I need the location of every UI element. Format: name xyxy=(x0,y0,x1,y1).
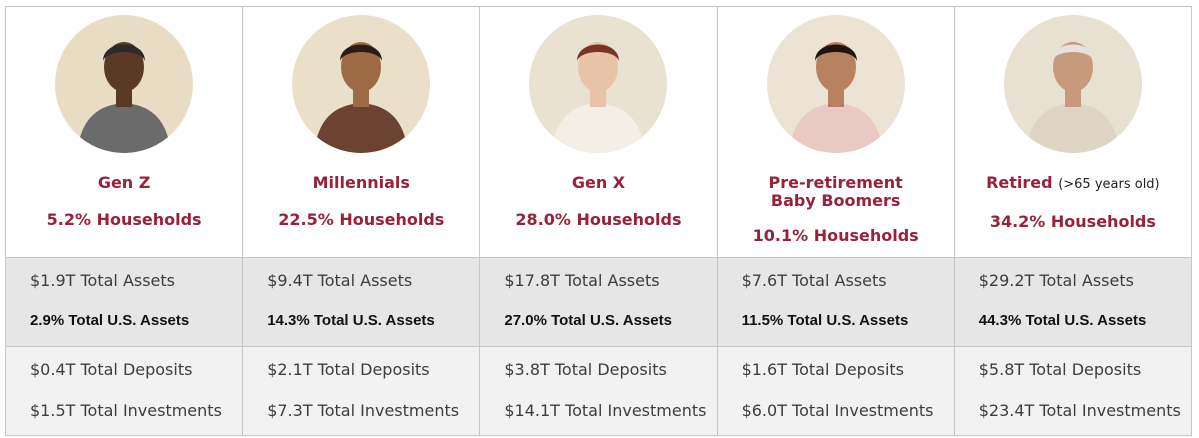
person-hair xyxy=(1051,44,1094,61)
person-face xyxy=(341,42,382,92)
person-hair xyxy=(814,44,857,61)
portrait-illustration xyxy=(529,15,668,153)
us-assets-share: 44.3% Total U.S. Assets xyxy=(978,312,1147,329)
person-neck xyxy=(590,87,607,107)
person-torso xyxy=(788,103,883,153)
baby-boomers-households: 10.1% Households xyxy=(752,226,919,245)
person-torso xyxy=(77,103,172,153)
gen-x-assets-cell: $17.8T Total Assets 27.0% Total U.S. Ass… xyxy=(479,257,718,347)
total-investments: $1.5T Total Investments xyxy=(30,401,222,420)
gen-z-photo xyxy=(55,15,194,153)
baby-boomers-name: Pre-retirement Baby Boomers xyxy=(718,174,954,210)
baby-boomers-header: Pre-retirement Baby Boomers 10.1% Househ… xyxy=(716,6,955,258)
millennials-photo xyxy=(292,15,431,153)
millennials-name: Millennials xyxy=(243,174,479,192)
total-investments: $6.0T Total Investments xyxy=(741,401,934,420)
person-neck xyxy=(1064,87,1081,107)
person-hair xyxy=(577,44,620,61)
baby-boomers-flows-cell: $1.6T Total Deposits $6.0T Total Investm… xyxy=(716,346,955,436)
gen-z-households: 5.2% Households xyxy=(46,210,202,229)
person-face xyxy=(104,42,145,92)
total-investments: $7.3T Total Investments xyxy=(267,401,460,420)
retired-flows-cell: $5.8T Total Deposits $23.4T Total Invest… xyxy=(953,346,1193,436)
person-hair xyxy=(340,44,383,61)
total-deposits: $2.1T Total Deposits xyxy=(267,360,430,379)
person-torso xyxy=(1025,103,1120,153)
total-assets: $29.2T Total Assets xyxy=(978,271,1134,290)
portrait-illustration xyxy=(292,15,431,153)
person-torso xyxy=(314,103,409,153)
person-face xyxy=(1052,42,1093,92)
person-neck xyxy=(116,87,133,107)
person-hair xyxy=(103,44,146,61)
gen-x-households: 28.0% Households xyxy=(515,210,682,229)
baby-boomers-assets-cell: $7.6T Total Assets 11.5% Total U.S. Asse… xyxy=(716,257,955,347)
gen-z-name: Gen Z xyxy=(6,174,242,192)
assets-row: $1.9T Total Assets 2.9% Total U.S. Asset… xyxy=(4,257,1193,347)
deposits-investments-row: $0.4T Total Deposits $1.5T Total Investm… xyxy=(4,346,1193,436)
gen-x-header: Gen X 28.0% Households xyxy=(479,6,718,258)
total-investments: $23.4T Total Investments xyxy=(978,401,1181,420)
total-assets: $7.6T Total Assets xyxy=(741,271,887,290)
generation-title-line2: Baby Boomers xyxy=(770,191,901,210)
retired-photo xyxy=(1003,15,1142,153)
generations-table: Gen Z 5.2% Households Millennials 22.5% … xyxy=(4,6,1193,436)
millennials-households: 22.5% Households xyxy=(278,210,445,229)
retired-assets-cell: $29.2T Total Assets 44.3% Total U.S. Ass… xyxy=(953,257,1193,347)
header-row: Gen Z 5.2% Households Millennials 22.5% … xyxy=(4,6,1193,258)
person-neck xyxy=(353,87,370,107)
gen-z-header: Gen Z 5.2% Households xyxy=(4,6,244,258)
total-deposits: $1.6T Total Deposits xyxy=(741,360,904,379)
total-assets: $17.8T Total Assets xyxy=(504,271,660,290)
generation-title: Millennials xyxy=(312,173,410,192)
gen-x-name: Gen X xyxy=(480,174,716,192)
gen-z-assets-cell: $1.9T Total Assets 2.9% Total U.S. Asset… xyxy=(4,257,244,347)
retired-name: Retired (>65 years old) xyxy=(955,174,1191,194)
millennials-assets-cell: $9.4T Total Assets 14.3% Total U.S. Asse… xyxy=(242,257,481,347)
total-assets: $9.4T Total Assets xyxy=(267,271,413,290)
millennials-flows-cell: $2.1T Total Deposits $7.3T Total Investm… xyxy=(242,346,481,436)
generation-title: Gen X xyxy=(571,173,626,192)
total-investments: $14.1T Total Investments xyxy=(504,401,707,420)
baby-boomers-photo xyxy=(766,15,905,153)
portrait-illustration xyxy=(766,15,905,153)
total-deposits: $0.4T Total Deposits xyxy=(30,360,193,379)
portrait-illustration xyxy=(55,15,194,153)
gen-z-flows-cell: $0.4T Total Deposits $1.5T Total Investm… xyxy=(4,346,244,436)
retired-households: 34.2% Households xyxy=(989,212,1156,231)
us-assets-share: 11.5% Total U.S. Assets xyxy=(741,312,909,329)
person-face xyxy=(815,42,856,92)
generation-title: Pre-retirement xyxy=(768,173,903,192)
us-assets-share: 14.3% Total U.S. Assets xyxy=(267,312,435,329)
total-deposits: $5.8T Total Deposits xyxy=(978,360,1142,379)
total-assets: $1.9T Total Assets xyxy=(30,271,176,290)
millennials-header: Millennials 22.5% Households xyxy=(242,6,481,258)
generation-title: Gen Z xyxy=(97,173,151,192)
person-neck xyxy=(827,87,844,107)
portrait-illustration xyxy=(1003,15,1142,153)
us-assets-share: 2.9% Total U.S. Assets xyxy=(30,312,190,329)
total-deposits: $3.8T Total Deposits xyxy=(504,360,667,379)
gen-x-flows-cell: $3.8T Total Deposits $14.1T Total Invest… xyxy=(479,346,718,436)
us-assets-share: 27.0% Total U.S. Assets xyxy=(504,312,672,329)
retired-header: Retired (>65 years old) 34.2% Households xyxy=(953,6,1193,258)
person-torso xyxy=(551,103,646,153)
person-face xyxy=(578,42,619,92)
gen-x-photo xyxy=(529,15,668,153)
age-note: (>65 years old) xyxy=(1058,177,1160,192)
generation-title: Retired xyxy=(986,173,1053,192)
